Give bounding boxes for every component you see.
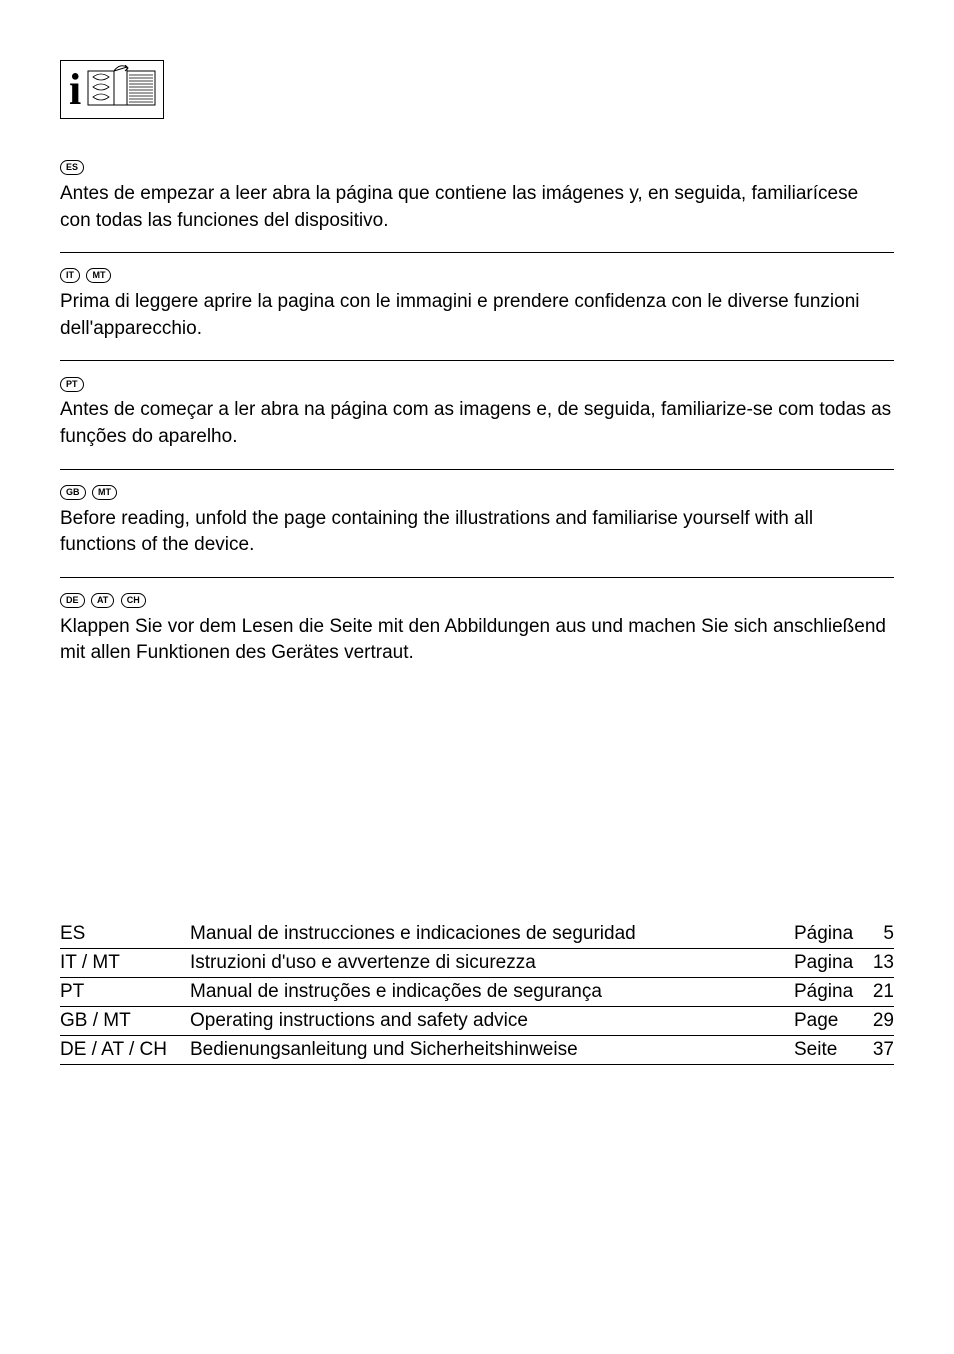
toc-page-number: 37 (864, 1039, 894, 1061)
toc-code: IT / MT (60, 952, 190, 974)
toc-page-label: Página (794, 981, 864, 1003)
lang-block: GB MT Before reading, unfold the page co… (60, 484, 894, 559)
lang-block: PT Antes de começar a ler abra na página… (60, 375, 894, 450)
country-badge: ES (60, 160, 84, 175)
toc-page-number: 29 (864, 1010, 894, 1032)
toc-title: Manual de instruções e indicações de seg… (190, 981, 794, 1003)
lang-text: Before reading, unfold the page containi… (60, 506, 894, 559)
divider (60, 360, 894, 361)
toc-title: Istruzioni d'uso e avvertenze di sicurez… (190, 952, 794, 974)
lang-badges: ES (60, 159, 894, 177)
toc-row: PT Manual de instruções e indicações de … (60, 978, 894, 1007)
toc-page-number: 13 (864, 952, 894, 974)
toc-page-label: Seite (794, 1039, 864, 1061)
toc-page-label: Pagina (794, 952, 864, 974)
toc-page-label: Página (794, 923, 864, 945)
unfold-booklet-icon (87, 65, 157, 114)
toc-page-number: 21 (864, 981, 894, 1003)
lang-text: Antes de começar a ler abra na página co… (60, 397, 894, 450)
lang-badges: DE AT CH (60, 592, 894, 610)
lang-badges: IT MT (60, 267, 894, 285)
toc-code: DE / AT / CH (60, 1039, 190, 1061)
toc-row: DE / AT / CH Bedienungsanleitung und Sic… (60, 1036, 894, 1065)
toc-code: ES (60, 923, 190, 945)
info-icon-box: i (60, 60, 164, 119)
lang-badges: GB MT (60, 484, 894, 502)
country-badge: AT (91, 593, 114, 608)
toc-row: IT / MT Istruzioni d'uso e avvertenze di… (60, 949, 894, 978)
lang-badges: PT (60, 375, 894, 393)
country-badge: MT (86, 268, 111, 283)
table-of-contents: ES Manual de instrucciones e indicacione… (60, 920, 894, 1065)
country-badge: MT (92, 485, 117, 500)
toc-row: ES Manual de instrucciones e indicacione… (60, 920, 894, 949)
divider (60, 577, 894, 578)
country-badge: IT (60, 268, 80, 283)
lang-text: Antes de empezar a leer abra la página q… (60, 181, 894, 234)
toc-code: PT (60, 981, 190, 1003)
info-letter-icon: i (67, 68, 87, 112)
toc-title: Bedienungsanleitung und Sicherheitshinwe… (190, 1039, 794, 1061)
country-badge: PT (60, 377, 84, 392)
toc-title: Manual de instrucciones e indicaciones d… (190, 923, 794, 945)
divider (60, 469, 894, 470)
toc-title: Operating instructions and safety advice (190, 1010, 794, 1032)
divider (60, 252, 894, 253)
lang-block: ES Antes de empezar a leer abra la págin… (60, 159, 894, 234)
toc-code: GB / MT (60, 1010, 190, 1032)
country-badge: GB (60, 485, 86, 500)
toc-page-label: Page (794, 1010, 864, 1032)
country-badge: DE (60, 593, 85, 608)
lang-text: Klappen Sie vor dem Lesen die Seite mit … (60, 614, 894, 667)
country-badge: CH (121, 593, 146, 608)
lang-block: DE AT CH Klappen Sie vor dem Lesen die S… (60, 592, 894, 667)
toc-page-number: 5 (864, 923, 894, 945)
toc-row: GB / MT Operating instructions and safet… (60, 1007, 894, 1036)
lang-block: IT MT Prima di leggere aprire la pagina … (60, 267, 894, 342)
lang-text: Prima di leggere aprire la pagina con le… (60, 289, 894, 342)
